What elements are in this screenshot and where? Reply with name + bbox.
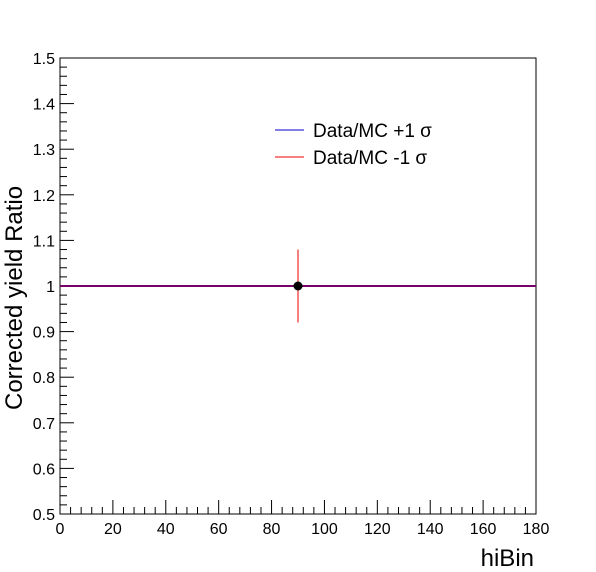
x-axis-title: hiBin (481, 545, 534, 572)
x-tick-label: 120 (364, 521, 391, 538)
y-tick-label: 1 (46, 279, 55, 296)
y-tick-label: 0.5 (33, 507, 55, 524)
y-tick-label: 1.3 (33, 142, 55, 159)
x-tick-label: 140 (417, 521, 444, 538)
y-tick-label: 1.2 (33, 188, 55, 205)
axes-layer: 0 20 40 60 80 100 120 140 160 180 0.5 0.6 0.7 0.8 0.9 1… (33, 51, 550, 538)
x-tick-label: 0 (56, 521, 65, 538)
legend-label-0: Data/MC +1 σ (313, 121, 432, 142)
y-tick-label: 1.5 (33, 51, 55, 68)
y-tick-label: 0.7 (33, 416, 55, 433)
data-point (293, 281, 303, 291)
y-tick-label: 1.4 (33, 97, 55, 114)
x-tick-label: 40 (157, 521, 175, 538)
x-tick-label: 80 (263, 521, 281, 538)
x-tick-label: 180 (523, 521, 550, 538)
y-tick-label: 0.8 (33, 370, 55, 387)
y-tick-label: 0.9 (33, 325, 55, 342)
y-axis-title: Corrected yield Ratio (1, 186, 28, 410)
x-tick-label: 60 (210, 521, 228, 538)
legend: Data/MC +1 σ Data/MC -1 σ (275, 121, 432, 169)
legend-label-1: Data/MC -1 σ (313, 148, 427, 169)
x-tick-label: 20 (104, 521, 122, 538)
x-tick-label: 160 (470, 521, 497, 538)
x-tick-label: 100 (311, 521, 338, 538)
y-tick-label: 0.6 (33, 461, 55, 478)
points-layer (293, 249, 303, 323)
y-tick-label: 1.1 (33, 233, 55, 250)
